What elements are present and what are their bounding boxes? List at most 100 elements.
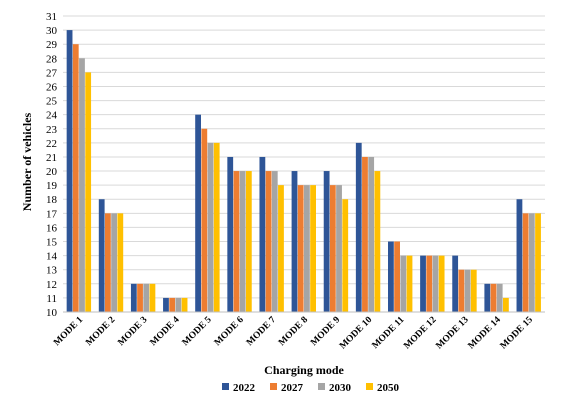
- y-tick-label: 26: [46, 81, 58, 93]
- x-tick-label: MODE 12: [402, 315, 439, 352]
- bar-2022-mode-14: [484, 283, 491, 312]
- x-tick-label: MODE 3: [116, 315, 149, 348]
- bar-2027-mode-10: [362, 156, 368, 312]
- bar-2022-mode-10: [355, 142, 362, 312]
- bar-2022-mode-6: [227, 156, 234, 312]
- bar-2030-mode-9: [336, 185, 342, 312]
- x-tick-label: MODE 4: [149, 315, 182, 348]
- y-tick-label: 30: [46, 25, 58, 37]
- y-tick-label: 22: [46, 138, 57, 150]
- bar-2030-mode-7: [271, 171, 278, 312]
- bar-2050-mode-11: [406, 255, 413, 312]
- bar-2027-mode-2: [105, 213, 111, 312]
- x-tick-label: MODE 10: [338, 315, 375, 352]
- y-tick-label: 13: [46, 265, 58, 277]
- bar-2050-mode-7: [278, 185, 284, 312]
- bar-2022-mode-9: [323, 171, 330, 312]
- legend-swatch-2030: [318, 383, 325, 390]
- bar-2050-mode-6: [245, 171, 252, 312]
- bar-2022-mode-4: [163, 297, 169, 312]
- bar-2050-mode-5: [213, 142, 220, 312]
- bar-2030-mode-6: [239, 171, 246, 312]
- bar-2027-mode-6: [233, 171, 240, 312]
- bar-2030-mode-4: [175, 297, 182, 312]
- x-tick-label: MODE 2: [84, 315, 117, 348]
- bar-2022-mode-3: [130, 283, 137, 312]
- x-axis-title: Charging mode: [264, 363, 344, 377]
- legend: 2022 2027 2030 2050: [222, 382, 400, 394]
- bar-2030-mode-11: [400, 255, 407, 312]
- bars: [66, 30, 541, 313]
- y-tick-label: 10: [46, 307, 58, 319]
- bar-2027-mode-3: [137, 283, 143, 312]
- grid-lines: [63, 15, 545, 299]
- bar-2050-mode-8: [310, 185, 316, 312]
- bar-2022-mode-11: [388, 241, 394, 312]
- y-axis-title: Number of vehicles: [20, 112, 34, 211]
- legend-swatch-2050: [366, 383, 373, 390]
- y-tick-label: 25: [46, 96, 58, 108]
- y-tick-label: 12: [46, 279, 57, 291]
- y-tick-label: 20: [46, 166, 58, 178]
- y-tick-label: 23: [46, 124, 58, 136]
- bar-2027-mode-4: [169, 297, 176, 312]
- bar-2050-mode-4: [181, 297, 188, 312]
- y-tick-label: 24: [46, 110, 58, 122]
- bar-2050-mode-1: [85, 72, 92, 312]
- y-tick-label: 18: [46, 194, 58, 206]
- bar-2050-mode-2: [117, 213, 124, 312]
- bar-2050-mode-9: [342, 199, 349, 312]
- legend-label-2022: 2022: [233, 382, 256, 394]
- bar-2022-mode-5: [195, 114, 201, 313]
- y-tick-label: 16: [46, 222, 58, 234]
- y-tick-label: 11: [46, 293, 57, 305]
- bar-2027-mode-9: [329, 185, 336, 312]
- bar-2030-mode-12: [432, 255, 439, 312]
- legend-swatch-2022: [222, 383, 229, 390]
- y-tick-label: 17: [46, 208, 58, 220]
- bar-2050-mode-12: [438, 255, 445, 312]
- bar-2050-mode-13: [470, 269, 477, 312]
- bar-2027-mode-11: [394, 241, 400, 312]
- legend-swatch-2027: [270, 383, 277, 390]
- bar-2022-mode-1: [66, 30, 73, 312]
- y-tick-labels: 10 11 12 13 14 15 16 17 18 19 20 21 22 23 24 25 26 27 28 29…: [46, 11, 58, 319]
- bar-2027-mode-13: [458, 269, 465, 312]
- bar-2050-mode-15: [535, 213, 541, 312]
- bar-2022-mode-7: [259, 156, 266, 312]
- x-tick-label: MODE 6: [213, 315, 246, 348]
- bar-2022-mode-8: [291, 171, 298, 312]
- bar-2027-mode-5: [201, 128, 208, 312]
- bar-2027-mode-7: [265, 171, 272, 312]
- x-tick-label: MODE 9: [309, 315, 342, 348]
- bar-2027-mode-14: [490, 283, 497, 312]
- legend-label-2030: 2030: [329, 382, 352, 394]
- bar-2027-mode-8: [297, 185, 304, 312]
- y-tick-label: 29: [46, 39, 58, 51]
- bar-2050-mode-10: [374, 171, 381, 312]
- bar-2050-mode-3: [149, 283, 156, 312]
- y-tick-label: 19: [46, 180, 58, 192]
- x-tick-label: MODE 14: [467, 315, 504, 352]
- bar-2030-mode-1: [79, 58, 85, 313]
- x-tick-label: MODE 11: [371, 315, 407, 351]
- y-tick-label: 15: [46, 237, 58, 249]
- bar-2050-mode-14: [503, 297, 509, 312]
- x-tick-labels: MODE 1 MODE 2 MODE 3 MODE 4 MODE 5 MODE 6 MODE…: [52, 315, 535, 352]
- bar-2030-mode-5: [207, 142, 214, 312]
- x-tick-label: MODE 7: [245, 315, 278, 348]
- bar-2030-mode-14: [496, 283, 503, 312]
- legend-label-2050: 2050: [377, 382, 400, 394]
- bar-2030-mode-13: [464, 269, 471, 312]
- bar-2022-mode-13: [452, 255, 459, 312]
- legend-label-2027: 2027: [281, 382, 304, 394]
- bar-2030-mode-15: [528, 213, 535, 312]
- x-tick-label: MODE 15: [499, 315, 536, 352]
- x-tick-label: MODE 1: [52, 315, 85, 348]
- bar-2027-mode-1: [72, 44, 79, 312]
- bar-2030-mode-3: [143, 283, 150, 312]
- y-tick-label: 27: [46, 67, 58, 79]
- bar-2030-mode-10: [368, 156, 375, 312]
- bar-2030-mode-2: [111, 213, 117, 312]
